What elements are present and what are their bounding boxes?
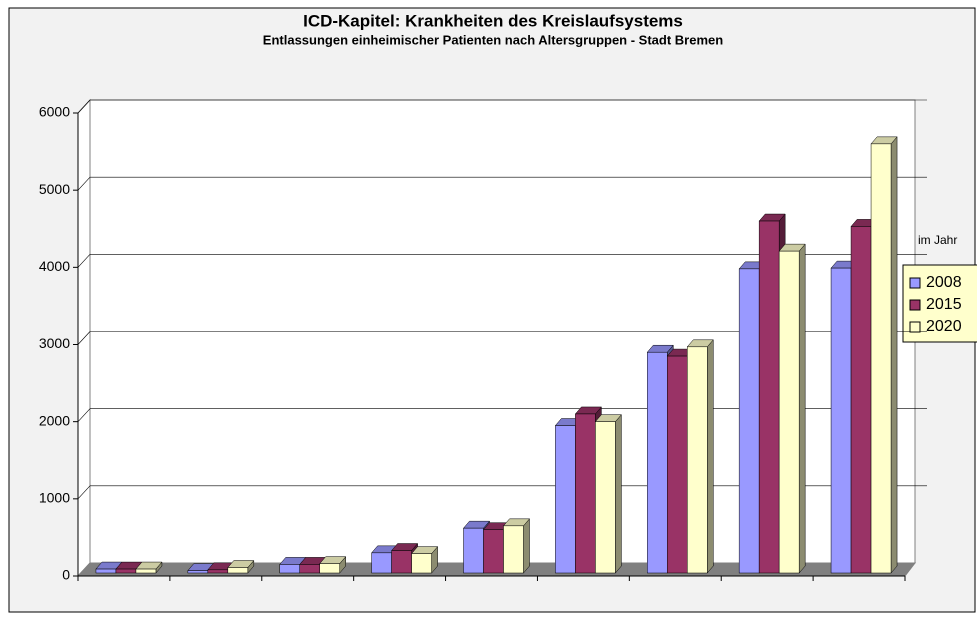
bar <box>463 527 484 574</box>
legend-swatch <box>909 277 921 289</box>
bar-side <box>798 243 806 574</box>
y-tick-label: 1000 <box>39 490 70 506</box>
bar <box>738 268 760 574</box>
grid-line-side <box>77 331 91 345</box>
y-tick-label: 4000 <box>39 258 70 274</box>
bar <box>555 425 576 574</box>
bar <box>227 567 249 574</box>
bar <box>207 569 229 574</box>
legend-label: 2015 <box>926 296 962 313</box>
legend-label: 2008 <box>926 274 962 291</box>
chart-title: ICD-Kapitel: Krankheiten des Kreislaufsy… <box>303 11 683 30</box>
grid-line-side <box>77 254 91 268</box>
bar <box>647 351 668 574</box>
bar <box>667 355 688 574</box>
y-tick-label: 2000 <box>39 412 70 428</box>
bar <box>483 529 504 574</box>
bar <box>870 143 892 574</box>
chart-subtitle: Entlassungen einheimischer Patienten nac… <box>263 32 723 47</box>
grid-line-side <box>77 408 91 422</box>
bar-side <box>523 518 530 574</box>
bar <box>503 525 524 574</box>
bar <box>758 220 780 574</box>
y-tick-label: 0 <box>62 567 70 583</box>
y-tick-label: 5000 <box>39 181 70 197</box>
bar <box>371 552 392 574</box>
bar-side <box>615 413 622 574</box>
legend-swatch <box>909 299 921 311</box>
bar <box>135 568 157 574</box>
bar <box>391 550 412 574</box>
bar <box>778 250 800 574</box>
bar <box>187 570 209 574</box>
y-tick-label: 6000 <box>39 104 70 120</box>
bar <box>279 564 300 574</box>
bar-side <box>707 339 714 574</box>
bar <box>830 267 852 574</box>
bar <box>115 568 137 574</box>
bar <box>575 413 596 574</box>
bar <box>687 346 708 574</box>
y-tick-label: 3000 <box>39 335 70 351</box>
bar <box>299 564 320 574</box>
bar <box>95 568 117 574</box>
legend-title: im Jahr <box>918 233 957 247</box>
bar-side <box>890 136 898 574</box>
grid-line-side <box>77 99 91 114</box>
legend-label: 2020 <box>926 318 962 335</box>
bar <box>595 421 616 574</box>
grid-line-side <box>77 485 91 500</box>
legend-swatch <box>909 321 921 333</box>
grid-line-side <box>77 176 91 191</box>
bar <box>850 226 872 574</box>
bar <box>319 563 340 574</box>
bar <box>411 553 432 574</box>
